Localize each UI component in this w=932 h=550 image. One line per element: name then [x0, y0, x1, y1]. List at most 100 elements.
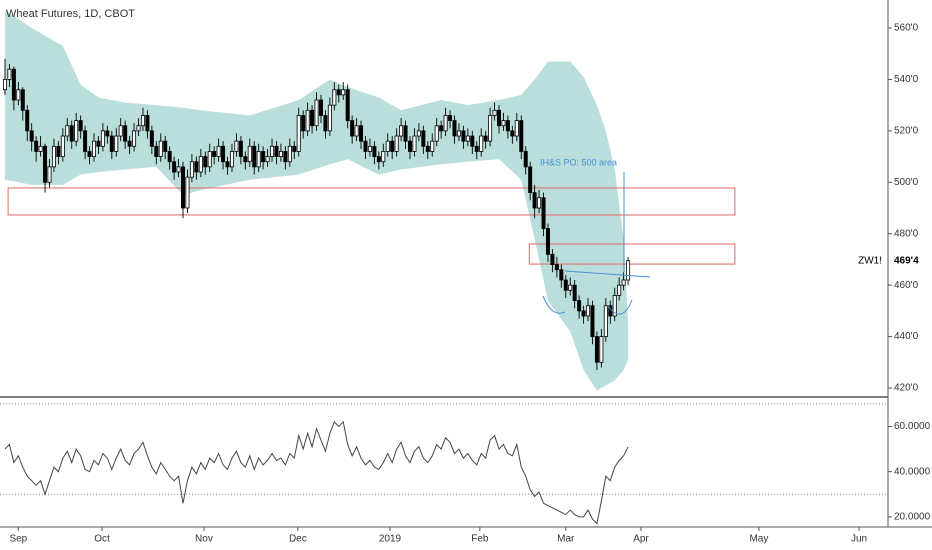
candle-body [56, 145, 61, 157]
candle-body [185, 176, 190, 209]
candle-body [452, 120, 457, 137]
annotation: IH&S PO: 500 area [540, 157, 617, 167]
y2-tick-label: 60.0000 [894, 421, 931, 432]
candle-body [359, 125, 364, 142]
candle-body [421, 130, 426, 147]
candle-body [91, 140, 96, 157]
candle-body [43, 145, 48, 183]
y2-tick-label: 40.0000 [894, 466, 931, 477]
candle-body [16, 89, 21, 101]
candle-body [488, 115, 493, 142]
candle-body [163, 140, 168, 152]
y-tick-label: 440'0 [894, 331, 919, 342]
candle-body [461, 130, 466, 142]
candle-body [430, 140, 435, 152]
y-tick-label: 540'0 [894, 74, 919, 85]
candle-body [149, 130, 154, 147]
candle-body [626, 260, 631, 281]
candle-body [158, 140, 163, 157]
candle-body [118, 125, 123, 137]
bollinger-band [4, 10, 629, 391]
candle-body [577, 300, 582, 312]
candle-body [345, 89, 350, 121]
candle-body [505, 120, 510, 132]
candle-body [310, 109, 315, 127]
candle-body [296, 115, 301, 152]
candle-body [456, 130, 461, 137]
pattern-drawing [542, 172, 651, 315]
candle-body [305, 109, 310, 132]
candle-body [537, 197, 542, 209]
candle-body [278, 151, 283, 157]
candle-body [189, 161, 194, 178]
candle-body [550, 253, 555, 265]
candle-body [136, 125, 141, 132]
y-tick-label: 500'0 [894, 177, 919, 188]
candle-body [221, 145, 226, 163]
y-tick-label: 460'0 [894, 280, 919, 291]
candle-body [69, 125, 74, 142]
candle-body [541, 197, 546, 229]
y2-tick-label: 20.0000 [894, 511, 931, 522]
candle-body [559, 269, 564, 281]
candle-body [212, 151, 217, 157]
candle-body [283, 151, 288, 163]
x-tick-label: Feb [471, 534, 489, 545]
candle-body [225, 161, 230, 168]
candle-body [181, 166, 186, 209]
candle-body [363, 140, 368, 152]
x-tick-label: 2019 [379, 534, 402, 545]
candle-body [132, 130, 137, 147]
candle-body [216, 145, 221, 157]
candle-body [581, 310, 586, 317]
candle-body [372, 145, 377, 157]
candle-body [256, 151, 261, 168]
candle-body [501, 120, 506, 127]
candle-body [318, 99, 323, 116]
x-tick-label: Oct [94, 534, 110, 545]
candle-body [416, 130, 421, 137]
candle-body [354, 125, 359, 137]
candle-body [114, 135, 119, 152]
candle-body [492, 109, 497, 116]
candle-body [100, 130, 105, 147]
candle-body [7, 68, 12, 80]
x-tick-label: Nov [195, 534, 213, 545]
candle-body [425, 145, 430, 152]
candle-body [2, 79, 7, 91]
candle-body [274, 145, 279, 157]
candle-body [238, 140, 243, 157]
candle-body [11, 68, 16, 101]
candle-body [176, 166, 181, 173]
candle-body [599, 336, 604, 363]
candle-body [590, 305, 595, 337]
candle-body [376, 156, 381, 163]
candle-body [617, 284, 622, 296]
candle-body [514, 120, 519, 137]
candle-body [20, 89, 25, 111]
x-tick-label: May [749, 534, 768, 545]
candle-body [554, 264, 559, 271]
candle-body [234, 140, 239, 152]
candle-body [443, 115, 448, 132]
candle-body [399, 125, 404, 137]
candle-body [265, 156, 270, 163]
candle-body [332, 89, 337, 106]
candle-body [448, 115, 453, 121]
candle-body [621, 279, 626, 286]
candle-body [434, 125, 439, 142]
candle-body [612, 295, 617, 317]
candle-body [78, 120, 83, 132]
candle-body [198, 156, 203, 173]
candle-body [586, 305, 591, 317]
candle-body [83, 130, 88, 152]
candle-body [47, 166, 52, 183]
right-shoulder [607, 299, 633, 315]
candle-body [350, 120, 355, 137]
candle-body [474, 145, 479, 152]
x-tick-label: Sep [9, 534, 27, 545]
candle-body [568, 284, 573, 291]
candle-body [394, 135, 399, 152]
candle-body [510, 130, 515, 137]
